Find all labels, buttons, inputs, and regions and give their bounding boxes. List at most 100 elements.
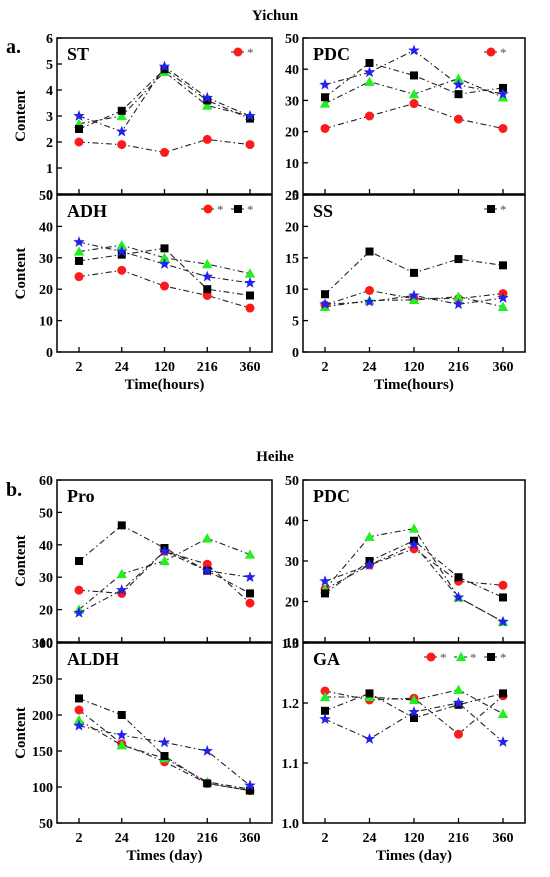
data-point: [497, 615, 509, 627]
x-axis-label: Time(hours): [125, 377, 205, 393]
legend-label: *: [247, 45, 254, 60]
y-tick-label: 1.1: [282, 757, 300, 772]
series-square-black: [75, 244, 254, 300]
y-tick-label: 20: [39, 604, 53, 619]
series-line: [324, 548, 504, 590]
legend-marker: [455, 651, 467, 662]
data-point: [244, 549, 256, 559]
series-star-blue: [73, 60, 256, 137]
data-point: [75, 125, 83, 133]
data-point: [116, 729, 128, 741]
data-point: [408, 88, 420, 99]
data-point: [201, 745, 213, 756]
data-point: [497, 301, 509, 311]
data-point: [410, 714, 418, 722]
data-point: [158, 545, 171, 557]
data-point: [454, 90, 463, 99]
panel-title: PDC: [313, 486, 350, 506]
panel-7: 50 100 150 200 250 300 2 24 120 216 360 ALDH Times (…: [13, 637, 273, 864]
y-tick-label: 150: [32, 745, 53, 760]
x-tick-label: 24: [363, 360, 377, 375]
panel-title: GA: [313, 649, 340, 669]
y-tick-label: 40: [285, 63, 299, 78]
data-point: [408, 44, 420, 56]
series-square-black: [321, 58, 507, 102]
data-point: [117, 250, 126, 259]
y-tick-label: 25: [285, 189, 299, 204]
data-point: [497, 88, 509, 100]
series-circle-red: [74, 265, 255, 313]
data-point: [116, 240, 127, 250]
y-tick-label: 50: [285, 32, 299, 47]
legend: * * *: [424, 650, 507, 665]
x-tick-label: 360: [240, 360, 261, 375]
x-tick-label: 120: [154, 360, 175, 375]
data-point: [319, 575, 331, 587]
data-point: [244, 779, 256, 791]
data-point: [116, 125, 128, 137]
data-point: [321, 589, 329, 598]
y-tick-label: 60: [39, 474, 53, 489]
legend-label: *: [470, 650, 477, 665]
data-point: [245, 598, 255, 608]
y-tick-label: 20: [285, 126, 299, 141]
series-line: [78, 68, 251, 130]
data-point: [320, 123, 330, 133]
y-tick-label: 40: [39, 220, 53, 235]
data-point: [116, 568, 127, 579]
y-tick-label: 40: [285, 515, 299, 530]
x-tick-label: 120: [404, 360, 425, 375]
x-axis-label: Times (day): [376, 848, 452, 864]
data-point: [116, 110, 127, 121]
data-point: [244, 110, 256, 121]
y-tick-label: 20: [39, 283, 53, 298]
series-triangle-green: [319, 73, 509, 108]
legend-label: *: [217, 202, 224, 217]
series-line: [78, 244, 251, 275]
series-line: [78, 719, 251, 790]
data-point: [498, 123, 508, 133]
data-point: [160, 65, 169, 74]
y-axis-label: Content: [13, 90, 29, 142]
y-tick-label: 50: [39, 506, 53, 521]
y-tick-label: 100: [32, 781, 53, 796]
data-point: [452, 697, 465, 708]
series-star-blue: [73, 545, 256, 618]
data-point: [202, 258, 213, 269]
y-tick-label: 40: [39, 539, 53, 554]
data-point: [364, 76, 375, 86]
panel-8: 1.0 1.1 1.2 1.3 2 24 120 216 360 GA Times (day) * * *: [282, 637, 526, 864]
data-point: [319, 298, 331, 310]
data-point: [365, 58, 374, 67]
data-point: [246, 786, 254, 795]
y-tick-label: 3: [46, 110, 53, 125]
x-tick-label: 2: [76, 360, 83, 375]
x-tick-label: 24: [363, 831, 377, 846]
data-point: [158, 736, 171, 748]
y-tick-label: 50: [285, 474, 299, 489]
data-point: [410, 71, 418, 80]
data-point: [454, 255, 463, 264]
data-point: [160, 752, 169, 761]
data-point: [363, 295, 376, 307]
data-point: [75, 256, 83, 265]
series-line: [324, 294, 504, 305]
data-point: [454, 729, 463, 739]
y-tick-label: 300: [32, 637, 53, 652]
y-tick-label: 250: [32, 673, 53, 688]
y-tick-label: 10: [39, 636, 53, 651]
data-point: [363, 66, 376, 78]
y-tick-label: 5: [292, 315, 299, 330]
legend-marker: [487, 205, 495, 213]
panel-3: 0 10 20 30 40 50 2 24 120 216 360 ADH Time(hours) Con…: [13, 189, 273, 393]
data-point: [74, 585, 84, 595]
data-point: [202, 100, 213, 110]
data-point: [201, 270, 213, 282]
data-point: [365, 285, 374, 295]
legend: *: [231, 45, 254, 60]
legend: *: [484, 45, 507, 60]
data-point: [497, 92, 509, 102]
y-tick-label: 10: [39, 315, 53, 330]
y-axis-label: Content: [13, 535, 29, 587]
x-tick-label: 120: [154, 831, 175, 846]
